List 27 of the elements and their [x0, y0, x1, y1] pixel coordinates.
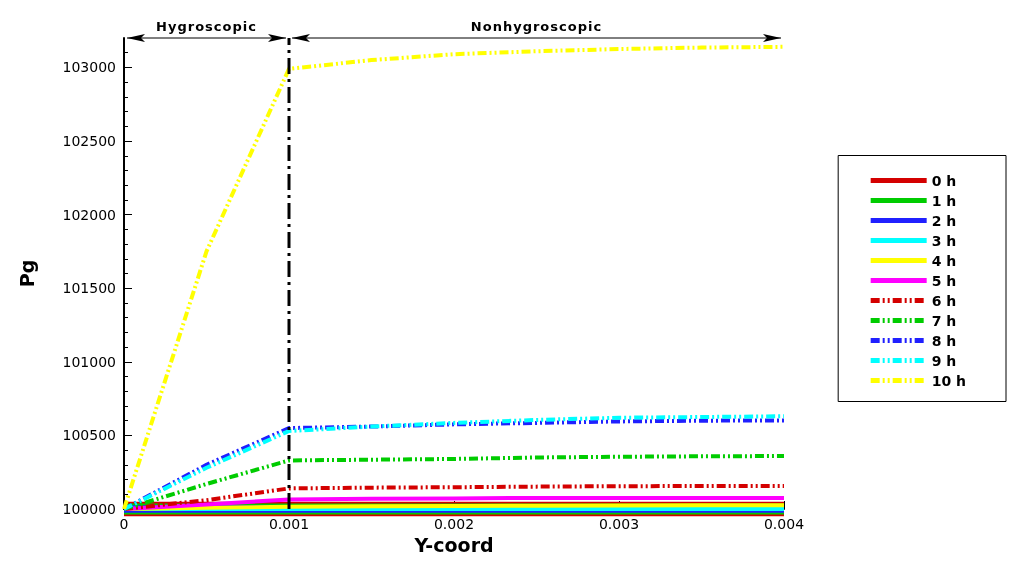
- text: Nonhygroscopic: [470, 19, 603, 34]
- legend-label: 8 h: [931, 332, 957, 349]
- x-tick-label: 0.004: [763, 516, 805, 532]
- legend-label: 6 h: [931, 292, 957, 309]
- x-axis-title: Y-coord: [413, 534, 494, 557]
- legend-label: 9 h: [931, 352, 957, 369]
- y-tick-label: 100000: [62, 501, 116, 517]
- x-tick-label: 0.003: [598, 516, 640, 532]
- x-tick-label: 0: [119, 516, 129, 532]
- y-tick-label: 101500: [62, 280, 116, 297]
- legend-label: 5 h: [931, 272, 957, 289]
- y-tick-label: 103000: [62, 59, 116, 76]
- x-tick-label: 0.001: [268, 516, 310, 532]
- legend-label: 2 h: [931, 212, 957, 229]
- legend-label: 0 h: [931, 172, 957, 189]
- legend-label: 7 h: [931, 312, 957, 329]
- text: Hygroscopic: [156, 19, 257, 34]
- y-tick-label: 102500: [62, 133, 116, 150]
- x-tick-label: 0.002: [433, 516, 475, 532]
- legend-label: 10 h: [931, 372, 966, 389]
- legend-label: 3 h: [931, 232, 957, 249]
- y-tick-label: 102000: [62, 206, 116, 223]
- y-tick-label: 101000: [62, 353, 116, 370]
- legend-label: 1 h: [931, 192, 957, 209]
- y-axis-title: Pg: [15, 259, 38, 288]
- y-tick-label: 100500: [62, 427, 116, 444]
- legend-label: 4 h: [931, 252, 957, 269]
